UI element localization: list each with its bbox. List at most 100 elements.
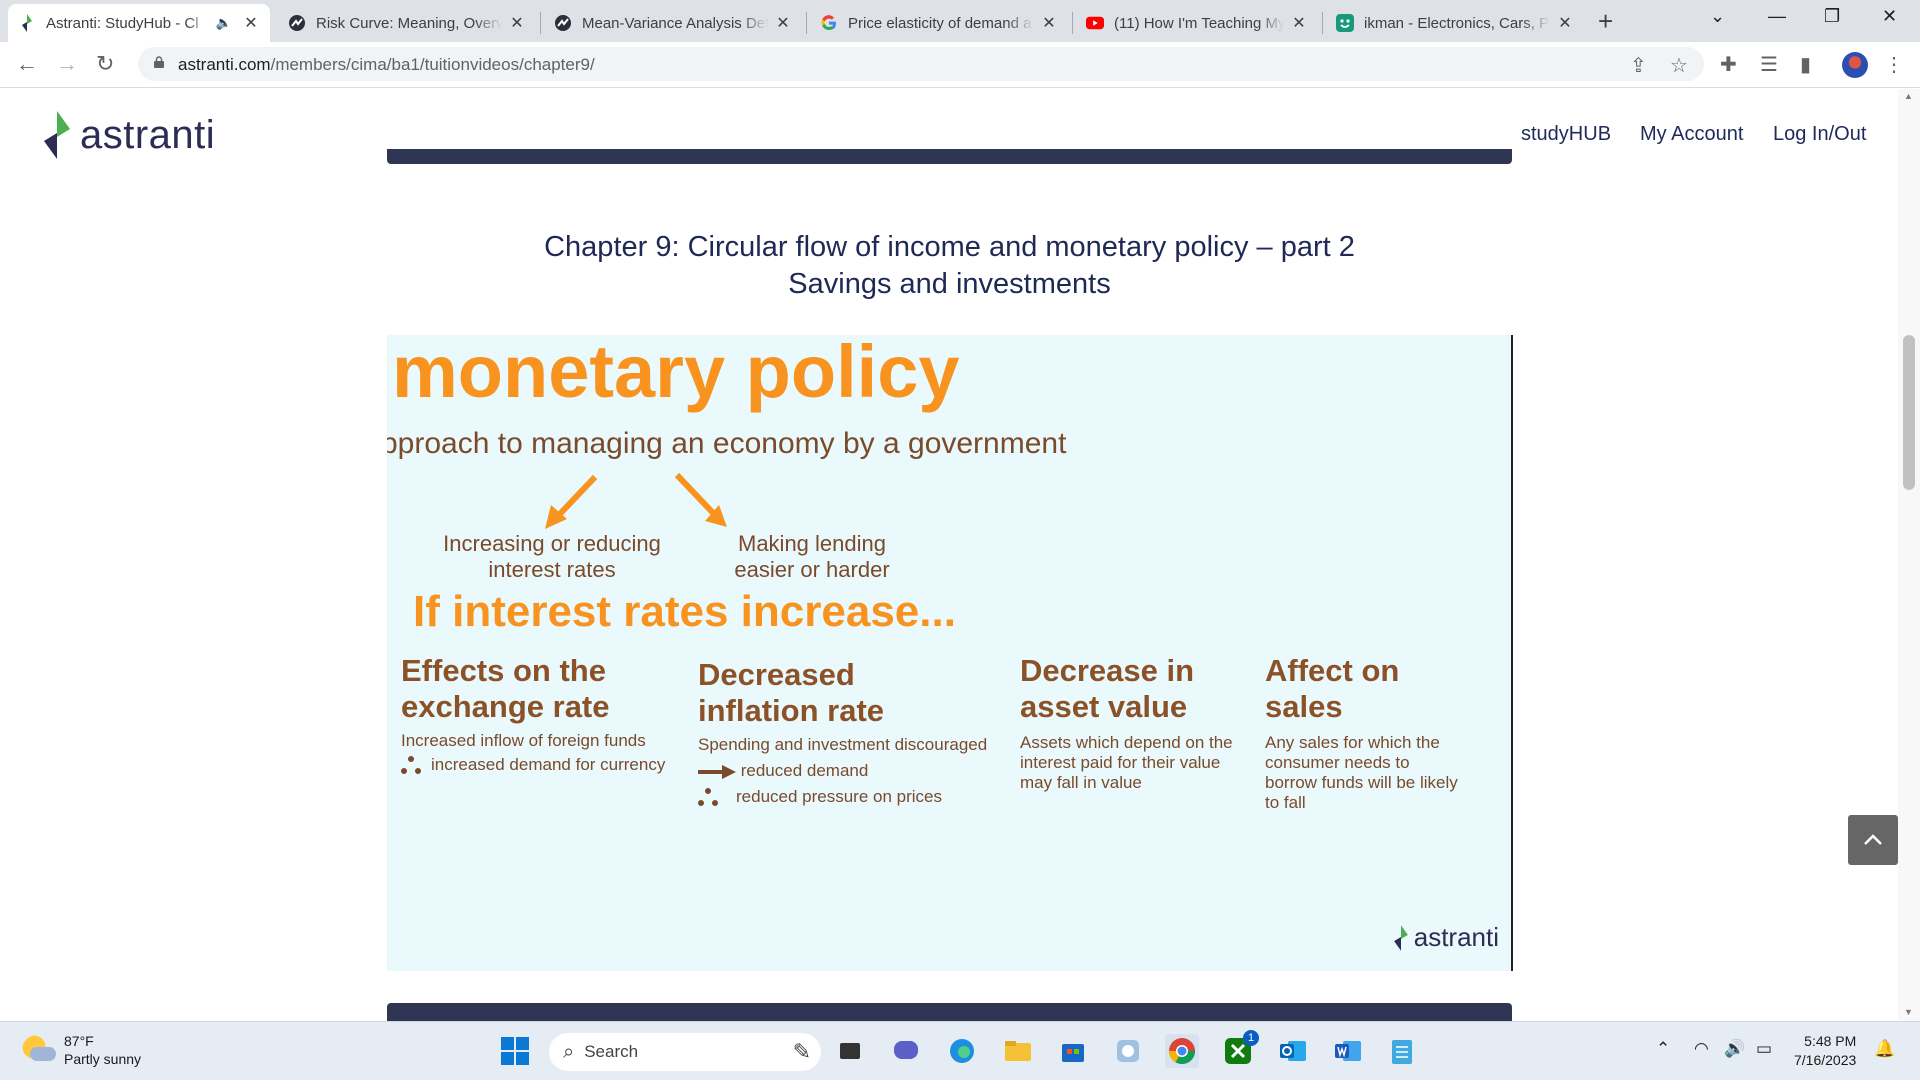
close-icon[interactable]: ✕ bbox=[1292, 15, 1306, 32]
tab-youtube[interactable]: (11) How I'm Teaching Myse ✕ bbox=[1076, 4, 1318, 42]
close-icon[interactable]: ✕ bbox=[510, 15, 524, 32]
column-text-row: increased demand for currency bbox=[401, 755, 691, 776]
branch-lending: Making lending easier or harder bbox=[717, 531, 907, 583]
battery-icon[interactable]: ▭ bbox=[1756, 1039, 1773, 1058]
tab-separator bbox=[540, 12, 541, 34]
tab-mean-variance[interactable]: Mean-Variance Analysis Def ✕ bbox=[544, 4, 802, 42]
column-text: consumer needs to bbox=[1265, 753, 1410, 772]
column-text: Any sales for which the bbox=[1265, 733, 1440, 752]
file-explorer-icon[interactable] bbox=[1001, 1034, 1035, 1068]
extensions-puzzle-icon[interactable]: ✚ bbox=[1720, 54, 1737, 76]
tab-search-chevron-icon[interactable]: ⌄ bbox=[1710, 6, 1726, 26]
column-text: borrow funds will be likely bbox=[1265, 773, 1458, 792]
search-placeholder: Search bbox=[584, 1042, 639, 1061]
side-panel-icon[interactable]: ▮ bbox=[1800, 54, 1812, 76]
scroll-down-arrow-icon[interactable]: ▼ bbox=[1904, 1007, 1913, 1017]
astranti-leaf-icon bbox=[18, 14, 36, 32]
tab-title: Astranti: StudyHub - Cl bbox=[46, 14, 199, 32]
close-icon[interactable]: ✕ bbox=[1042, 15, 1056, 32]
word-icon[interactable] bbox=[1331, 1034, 1365, 1068]
back-arrow-icon[interactable]: ← bbox=[16, 51, 38, 76]
media-controls-icon[interactable]: ☰ bbox=[1760, 54, 1778, 76]
column-text: to fall bbox=[1265, 793, 1306, 812]
chrome-browser-icon[interactable] bbox=[1165, 1034, 1199, 1068]
minimize-button[interactable]: — bbox=[1768, 6, 1786, 26]
reload-icon[interactable]: ↻ bbox=[96, 51, 115, 76]
tab-title: ikman - Electronics, Cars, Pr bbox=[1364, 14, 1550, 32]
task-view-icon[interactable] bbox=[833, 1034, 867, 1068]
bookmark-star-icon[interactable]: ☆ bbox=[1670, 55, 1688, 77]
slide-heading: monetary policy bbox=[392, 335, 960, 413]
tab-ikman[interactable]: ikman - Electronics, Cars, Pr ✕ bbox=[1326, 4, 1584, 42]
taskbar-search[interactable]: ⌕ Search ✎ bbox=[549, 1033, 821, 1071]
lock-icon[interactable] bbox=[154, 56, 164, 68]
xbox-icon[interactable]: 1 bbox=[1221, 1030, 1259, 1068]
clock-time: 5:48 PM bbox=[1804, 1033, 1857, 1049]
clock-date: 7/16/2023 bbox=[1794, 1052, 1857, 1068]
volume-icon[interactable]: 🔊 bbox=[1724, 1039, 1746, 1058]
close-icon[interactable]: ✕ bbox=[244, 15, 258, 32]
show-hidden-icons-chevron-icon[interactable]: ⌃ bbox=[1656, 1039, 1671, 1058]
close-icon[interactable]: ✕ bbox=[776, 15, 790, 32]
notepad-icon[interactable] bbox=[1385, 1034, 1419, 1068]
nav-my-account[interactable]: My Account bbox=[1640, 123, 1744, 145]
system-clock[interactable]: 5:48 PM 7/16/2023 bbox=[1794, 1032, 1856, 1070]
chapter-title-line2: Savings and investments bbox=[788, 268, 1111, 300]
close-icon[interactable]: ✕ bbox=[1558, 15, 1572, 32]
column-description: Increased inflow of foreign funds increa… bbox=[401, 731, 691, 776]
browser-toolbar: ← → ↻ astranti.com/members/cima/ba1/tuit… bbox=[0, 42, 1920, 88]
effect-exchange-rate: Effects on the exchange rate Increased i… bbox=[401, 653, 691, 776]
slide-subheading: pproach to managing an economy by a gove… bbox=[387, 427, 1067, 460]
new-tab-button[interactable]: + bbox=[1598, 6, 1614, 36]
column-text-row: reduced demand bbox=[698, 761, 1008, 781]
branch-text: Increasing or reducing bbox=[443, 531, 661, 556]
tab-title: Risk Curve: Meaning, Overv bbox=[316, 14, 502, 32]
google-icon bbox=[820, 14, 838, 32]
menu-kebab-icon[interactable]: ⋮ bbox=[1884, 54, 1904, 76]
column-text: Spending and investment discouraged bbox=[698, 735, 988, 754]
tab-strip: Astranti: StudyHub - Cl 🔈 ✕ Risk Curve: … bbox=[0, 0, 1920, 42]
video-player-previous[interactable] bbox=[387, 149, 1512, 164]
slide-logo-wordmark: astranti bbox=[1413, 922, 1499, 952]
nav-log-in-out[interactable]: Log In/Out bbox=[1773, 123, 1867, 145]
slide-watermark-logo: astranti bbox=[1392, 922, 1499, 953]
photos-app-icon[interactable] bbox=[1111, 1034, 1145, 1068]
weather-desc: Partly sunny bbox=[64, 1051, 142, 1067]
weather-widget[interactable]: 87°F Partly sunny bbox=[22, 1032, 141, 1068]
column-text: may fall in value bbox=[1020, 773, 1142, 792]
outlook-icon[interactable] bbox=[1276, 1034, 1310, 1068]
tab-price-elasticity[interactable]: Price elasticity of demand a ✕ bbox=[810, 4, 1068, 42]
wifi-icon[interactable]: ◠ bbox=[1694, 1039, 1709, 1058]
logo-wordmark: astranti bbox=[80, 112, 216, 157]
notifications-bell-icon[interactable]: 🔔 bbox=[1874, 1039, 1896, 1058]
site-logo[interactable]: astranti bbox=[40, 111, 215, 159]
column-title-line: inflation rate bbox=[698, 693, 885, 728]
video-player-next[interactable] bbox=[387, 1003, 1512, 1021]
video-slide[interactable]: monetary policy pproach to managing an e… bbox=[387, 335, 1513, 971]
profile-avatar[interactable] bbox=[1842, 52, 1868, 78]
address-bar[interactable]: astranti.com/members/cima/ba1/tuitionvid… bbox=[138, 47, 1704, 81]
restore-button[interactable]: ❐ bbox=[1824, 6, 1841, 26]
effect-inflation-rate: Decreased inflation rate Spending and in… bbox=[698, 657, 1008, 808]
column-text: increased demand for currency bbox=[431, 755, 666, 774]
edge-browser-icon[interactable] bbox=[945, 1034, 979, 1068]
partly-sunny-icon bbox=[22, 1035, 56, 1065]
forward-arrow-icon[interactable]: → bbox=[56, 51, 78, 76]
page-scrollbar[interactable]: ▲ ▼ bbox=[1898, 89, 1920, 1021]
therefore-icon bbox=[401, 755, 423, 776]
windows-start-icon[interactable] bbox=[498, 1034, 532, 1068]
speaker-muted-icon[interactable]: 🔈 bbox=[215, 15, 232, 30]
tab-astranti[interactable]: Astranti: StudyHub - Cl 🔈 ✕ bbox=[8, 4, 270, 42]
nav-studyhub[interactable]: studyHUB bbox=[1521, 123, 1612, 145]
astranti-leaf-icon bbox=[1393, 924, 1408, 951]
column-text: reduced pressure on prices bbox=[736, 787, 943, 806]
tab-risk-curve[interactable]: Risk Curve: Meaning, Overv ✕ bbox=[278, 4, 536, 42]
teams-chat-icon[interactable] bbox=[889, 1034, 923, 1068]
microsoft-store-icon[interactable] bbox=[1056, 1034, 1090, 1068]
scroll-up-arrow-icon[interactable]: ▲ bbox=[1904, 91, 1913, 101]
chapter-title: Chapter 9: Circular flow of income and m… bbox=[387, 229, 1512, 303]
scrollbar-thumb[interactable] bbox=[1903, 335, 1915, 490]
close-window-button[interactable]: ✕ bbox=[1882, 6, 1898, 26]
share-icon[interactable]: ⇪ bbox=[1630, 55, 1647, 77]
back-to-top-button[interactable] bbox=[1848, 815, 1898, 865]
